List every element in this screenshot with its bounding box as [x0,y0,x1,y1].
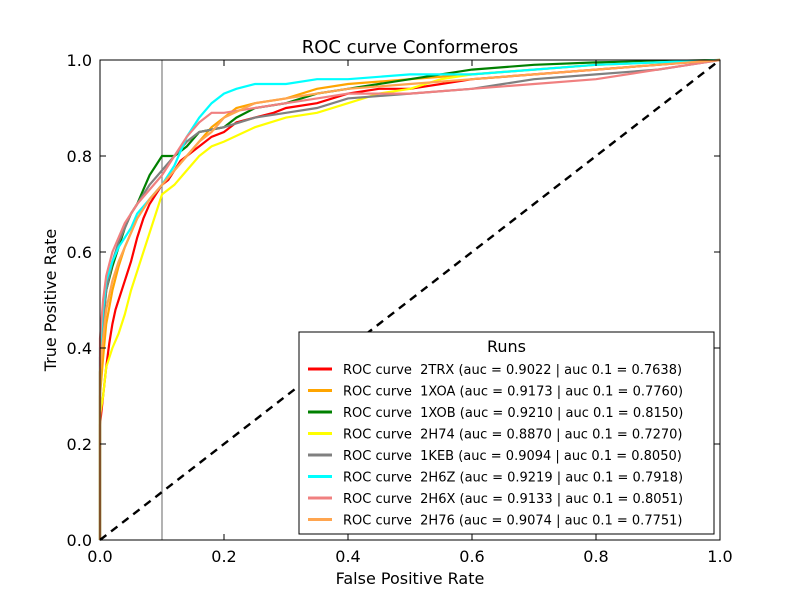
x-tick-label: 1.0 [707,547,732,566]
legend-label-1: ROC curve 1XOA (auc = 0.9173 | auc 0.1 =… [343,385,683,400]
legend-box [298,331,715,535]
chart-title: ROC curve Conformeros [302,37,519,58]
x-tick-label: 0.0 [87,547,112,566]
legend-label-3: ROC curve 2H74 (auc = 0.8870 | auc 0.1 =… [343,428,682,443]
series-line-7 [98,58,721,540]
y-tick-label: 0.8 [67,147,92,166]
y-axis-title: True Positive Rate [41,229,60,373]
x-tick-label: 0.6 [459,547,484,566]
legend-label-6: ROC curve 2H6X (auc = 0.9133 | auc 0.1 =… [343,492,683,507]
plot-area: 0.0 0.2 0.4 0.6 0.8 1.0 0.0 0.2 0.4 0.6 0.8 1.0 [67,51,733,566]
x-tick-label: 0.8 [583,547,608,566]
series-line-5 [98,58,721,540]
y-tick-label: 0.4 [67,339,92,358]
series-line-3 [98,58,721,540]
legend-title: Runs [487,337,526,356]
y-tick-label: 0.6 [67,243,92,262]
legend-label-2: ROC curve 1XOB (auc = 0.9210 | auc 0.1 =… [343,406,683,421]
x-tick-label: 0.2 [211,547,236,566]
series-line-6 [98,58,721,540]
legend-label-7: ROC curve 2H76 (auc = 0.9074 | auc 0.1 =… [343,514,682,529]
legend-label-5: ROC curve 2H6Z (auc = 0.9219 | auc 0.1 =… [343,471,683,486]
axes-frame [99,59,721,541]
y-tick-label: 1.0 [67,51,92,70]
legend-label-0: ROC curve 2TRX (auc = 0.9022 | auc 0.1 =… [343,363,682,378]
diagonal-reference-line [99,59,721,541]
x-axis-title: False Positive Rate [336,569,485,588]
legend-label-4: ROC curve 1KEB (auc = 0.9094 | auc 0.1 =… [343,449,682,464]
y-tick-label: 0.2 [67,435,92,454]
y-tick-label: 0.0 [67,531,92,550]
legend: Runs ROC curve 2TRX (auc = 0.9022 | auc 0… [298,331,715,535]
x-tick-label: 0.4 [335,547,360,566]
